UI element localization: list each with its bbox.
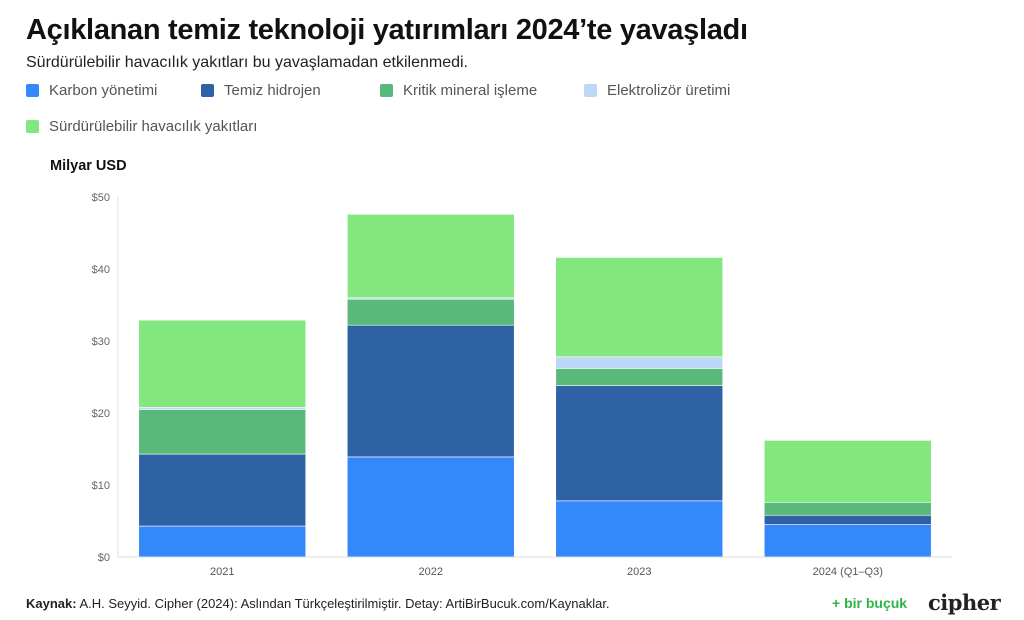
bar-segment [763,440,932,503]
chart-title: Açıklanan temiz teknoloji yatırımları 20… [26,14,748,46]
bar-segment [138,406,307,410]
cipher-logo: cipher [928,590,1001,615]
bar-segment [138,525,307,558]
legend-label: Sürdürülebilir havacılık yakıtları [49,118,258,135]
x-tick-label: 2023 [627,566,651,578]
legend-label: Elektrolizör üretimi [607,82,731,99]
bar-segment [763,501,932,516]
y-tick-label: $20 [92,408,110,420]
source-footer: Kaynak: A.H. Seyyid. Cipher (2024): Aslı… [26,596,610,611]
bar-segment [346,298,515,326]
bar-segment [555,385,724,502]
bar-segment [138,319,307,408]
source-label: Kaynak: [26,596,77,611]
y-tick-label: $10 [92,480,110,492]
bar-segment [138,409,307,455]
legend-swatch [584,84,597,97]
legend-item-karbon: Karbon yönetimi [26,82,157,99]
y-tick-label: $30 [92,336,110,348]
y-tick-label: $40 [92,264,110,276]
bar-segment [346,213,515,299]
x-tick-label: 2024 (Q1–Q3) [813,566,883,578]
birbucuk-logo: + bir buçuk [832,595,908,611]
bar-segment [555,500,724,558]
legend-label: Temiz hidrojen [224,82,321,99]
bar-segment [138,453,307,527]
legend-label: Karbon yönetimi [49,82,158,99]
bar-segment [346,324,515,458]
bar-segment [555,356,724,369]
legend-item-hidrojen: Temiz hidrojen [201,82,321,99]
legend-swatch [26,84,39,97]
legend-item-mineral: Kritik mineral işleme [380,82,537,99]
y-axis-unit-label: Milyar USD [50,158,127,174]
legend-item-elektrolizor: Elektrolizör üretimi [584,82,730,99]
y-tick-label: $50 [92,192,110,204]
y-tick-label: $0 [98,552,110,564]
legend-swatch [380,84,393,97]
bar-segment [763,514,932,525]
legend-item-havacilik: Sürdürülebilir havacılık yakıtları [26,118,257,135]
bar-segment [763,524,932,558]
legend-swatch [26,120,39,133]
legend-label: Kritik mineral işleme [403,82,538,99]
x-tick-label: 2022 [419,566,443,578]
bar-segment [555,257,724,358]
x-tick-label: 2021 [210,566,234,578]
bar-segment [346,456,515,558]
bar-segment [555,368,724,386]
legend-swatch [201,84,214,97]
chart-subtitle: Sürdürülebilir havacılık yakıtları bu ya… [26,54,468,71]
source-text: A.H. Seyyid. Cipher (2024): Aslından Tür… [76,596,610,611]
